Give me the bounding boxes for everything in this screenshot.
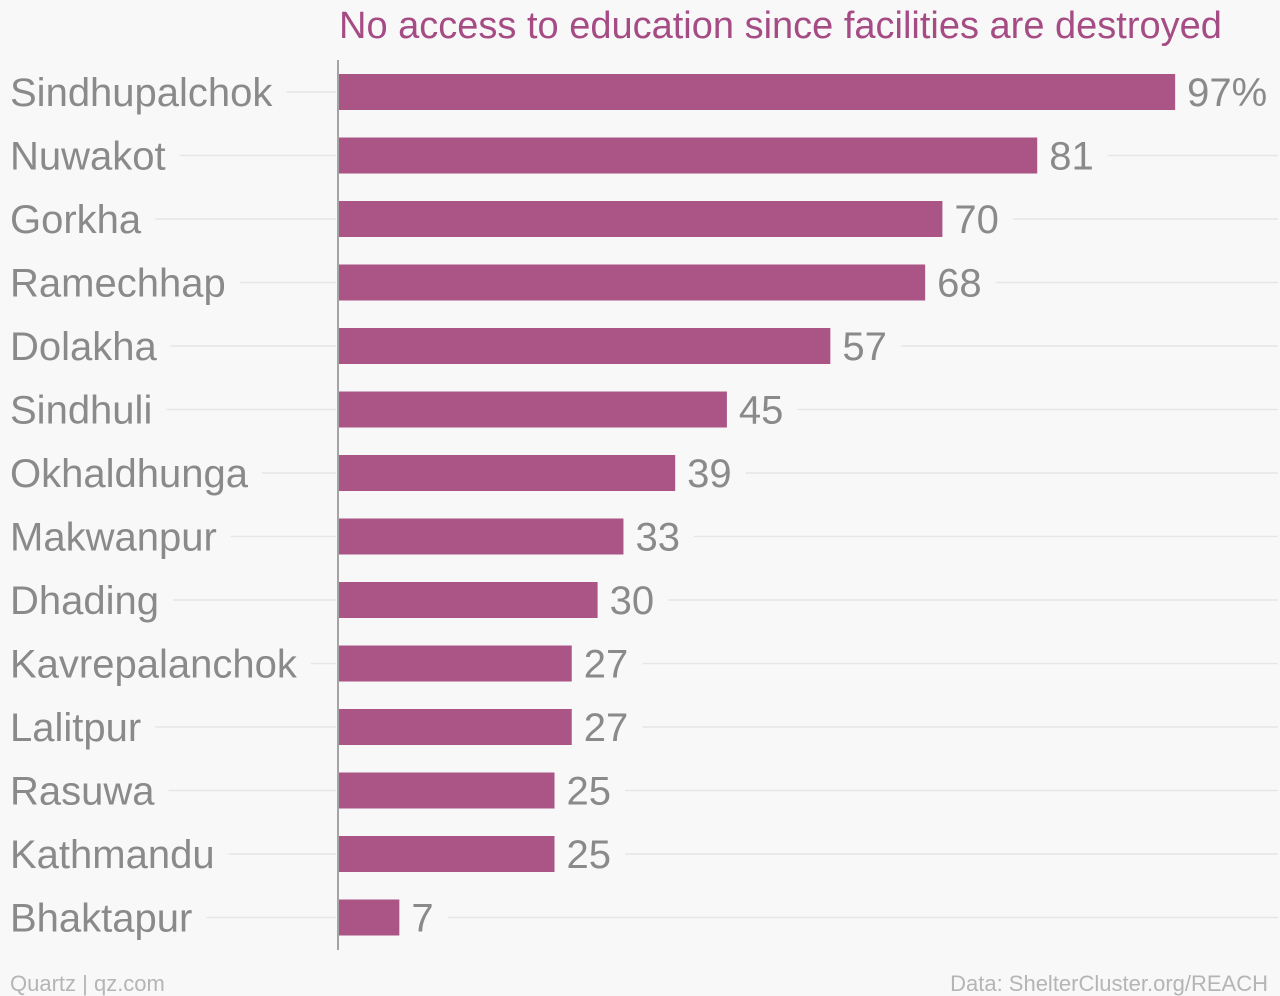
category-label: Ramechhap xyxy=(10,262,226,306)
row-guides xyxy=(155,91,1278,919)
category-labels: Sindhupalchok Nuwakot Gorkha Ramechhap Dolak… xyxy=(10,71,298,941)
category-label: Makwanpur xyxy=(10,516,217,560)
category-label: Dolakha xyxy=(10,325,158,369)
value-label: 70 xyxy=(954,198,999,242)
category-label: Lalitpur xyxy=(10,706,141,750)
value-label: 30 xyxy=(610,579,655,623)
bar xyxy=(339,709,572,745)
value-label: 97% xyxy=(1187,71,1267,115)
bar xyxy=(339,455,676,491)
value-label: 7 xyxy=(411,897,433,941)
bar xyxy=(339,391,727,428)
bar xyxy=(339,74,1176,110)
bar xyxy=(339,899,400,936)
value-label: 27 xyxy=(584,643,629,687)
value-label: 57 xyxy=(842,325,887,369)
value-label: 25 xyxy=(567,833,612,877)
category-label: Gorkha xyxy=(10,198,142,242)
category-label: Dhading xyxy=(10,579,159,623)
bar xyxy=(339,518,624,555)
bar xyxy=(339,772,555,809)
value-label: 25 xyxy=(567,770,612,814)
chart-title: No access to education since facilities … xyxy=(339,5,1222,47)
bar xyxy=(339,137,1038,174)
value-label: 39 xyxy=(687,452,732,496)
value-label: 81 xyxy=(1049,135,1094,179)
category-label: Kavrepalanchok xyxy=(10,643,298,687)
footer-data-source: Data: ShelterCluster.org/REACH xyxy=(950,971,1268,996)
bar xyxy=(339,836,555,872)
value-label: 68 xyxy=(937,262,982,306)
bar xyxy=(339,645,572,682)
value-label: 27 xyxy=(584,706,629,750)
bar xyxy=(339,328,831,364)
category-label: Bhaktapur xyxy=(10,897,192,941)
footer-credit: Quartz | qz.com xyxy=(10,971,165,996)
bar xyxy=(339,582,598,618)
bar xyxy=(339,201,943,237)
category-label: Kathmandu xyxy=(10,833,215,877)
bar xyxy=(339,264,926,301)
value-label: 33 xyxy=(635,516,680,560)
category-label: Nuwakot xyxy=(10,135,166,179)
category-label: Sindhuli xyxy=(10,389,152,433)
category-label: Okhaldhunga xyxy=(10,452,249,496)
category-label: Sindhupalchok xyxy=(10,71,273,115)
category-label: Rasuwa xyxy=(10,770,155,814)
bars xyxy=(339,74,1176,936)
value-label: 45 xyxy=(739,389,784,433)
